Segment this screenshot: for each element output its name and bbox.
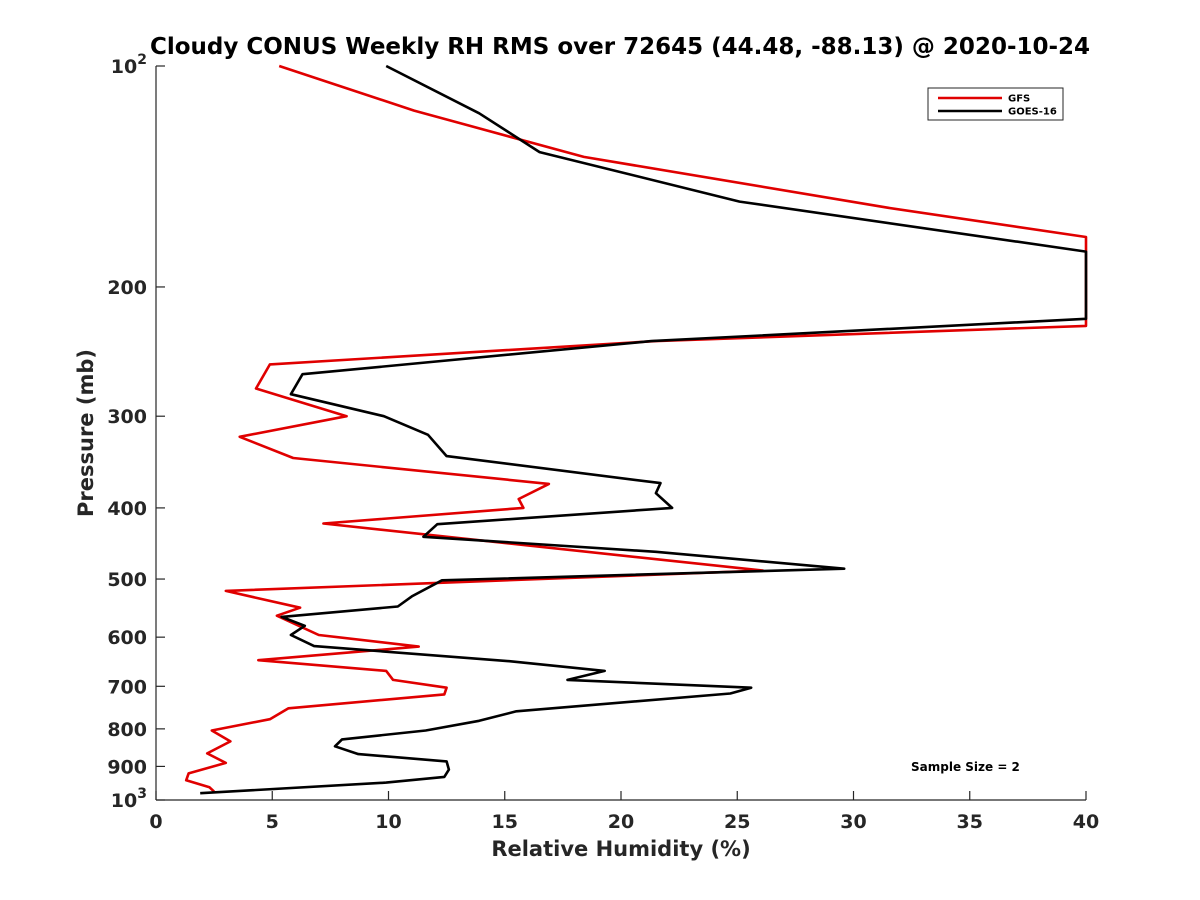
y-tick-label: 600	[107, 627, 147, 649]
x-tick-label: 10	[375, 811, 401, 833]
chart-title: Cloudy CONUS Weekly RH RMS over 72645 (4…	[150, 34, 1090, 60]
y-tick-label: 800	[107, 719, 147, 741]
x-axis-label: Relative Humidity (%)	[491, 837, 750, 861]
plot-lines	[184, 64, 1088, 795]
sample-size-annotation: Sample Size = 2	[911, 760, 1020, 774]
x-tick-label: 15	[492, 811, 518, 833]
legend-label-goes-16: GOES-16	[1008, 107, 1057, 118]
x-tick-label: 20	[608, 811, 634, 833]
x-tick-label: 35	[957, 811, 983, 833]
legend-label-gfs: GFS	[1008, 94, 1030, 105]
y-tick-label: 200	[107, 277, 147, 299]
y-axis-label: Pressure (mb)	[74, 349, 98, 517]
y-tick-label: 500	[107, 569, 147, 591]
x-tick-label: 25	[724, 811, 750, 833]
y-tick-label: 700	[107, 676, 147, 698]
y-ticks: 102 200 300 400 500 600 700 800 900 103	[107, 52, 165, 812]
y-tick-label: 400	[107, 498, 147, 520]
x-tick-label: 30	[840, 811, 866, 833]
legend: GFS GOES-16	[927, 87, 1064, 121]
y-tick-label: 103	[111, 786, 147, 812]
x-tick-label: 0	[149, 811, 162, 833]
x-tick-label: 40	[1073, 811, 1099, 833]
series-line-goes-16	[200, 64, 1088, 795]
legend-box	[927, 87, 1064, 121]
y-tick-label: 300	[107, 406, 147, 428]
y-tick-label: 102	[111, 52, 147, 78]
x-ticks: 0 5 10 15 20 25 30 35 40	[149, 791, 1099, 833]
y-tick-label: 900	[107, 756, 147, 778]
x-tick-label: 5	[266, 811, 279, 833]
